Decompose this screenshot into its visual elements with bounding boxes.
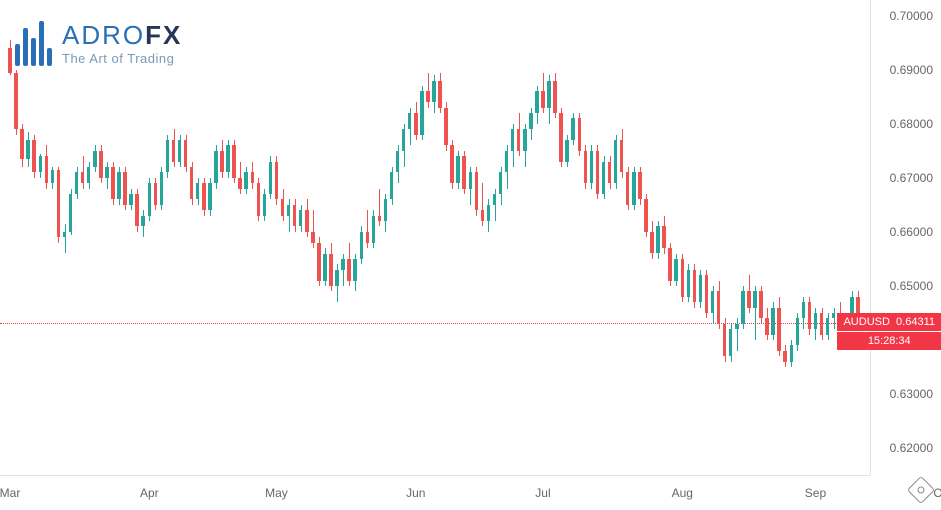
x-tick-label: Apr [140,486,159,500]
logo-text: ADROFX The Art of Trading [62,20,182,66]
logo-tagline: The Art of Trading [62,51,182,66]
price-badge: AUDUSD 0.64311 15:28:34 [837,313,941,350]
x-tick-label: Mar [0,486,20,500]
x-tick-label: Jun [406,486,425,500]
x-axis-line [0,475,870,476]
badge-time: 15:28:34 [837,332,941,350]
x-tick-label: Sep [805,486,826,500]
x-tick-label: Jul [535,486,550,500]
y-tick-label: 0.65000 [890,279,933,293]
y-tick-label: 0.68000 [890,117,933,131]
badge-price: 0.64311 [896,316,935,328]
current-price-line [0,323,870,324]
settings-icon[interactable] [907,476,935,504]
chart-container: 0.620000.630000.640000.650000.660000.670… [0,0,941,510]
x-tick-label: May [265,486,288,500]
x-tick-label: Aug [672,486,693,500]
logo-main: ADROFX [62,20,182,51]
y-axis-line [870,0,871,475]
logo: ADROFX The Art of Trading [15,20,182,66]
logo-bars-icon [15,21,52,66]
badge-symbol: AUDUSD [843,316,889,328]
badge-symbol-price: AUDUSD 0.64311 [837,313,941,331]
y-tick-label: 0.66000 [890,225,933,239]
y-tick-label: 0.62000 [890,441,933,455]
logo-adro: ADRO [62,20,145,50]
x-tick-label: Oct [933,486,941,500]
y-tick-label: 0.69000 [890,63,933,77]
y-tick-label: 0.70000 [890,9,933,23]
logo-fx: FX [145,20,182,50]
y-tick-label: 0.63000 [890,387,933,401]
y-tick-label: 0.67000 [890,171,933,185]
